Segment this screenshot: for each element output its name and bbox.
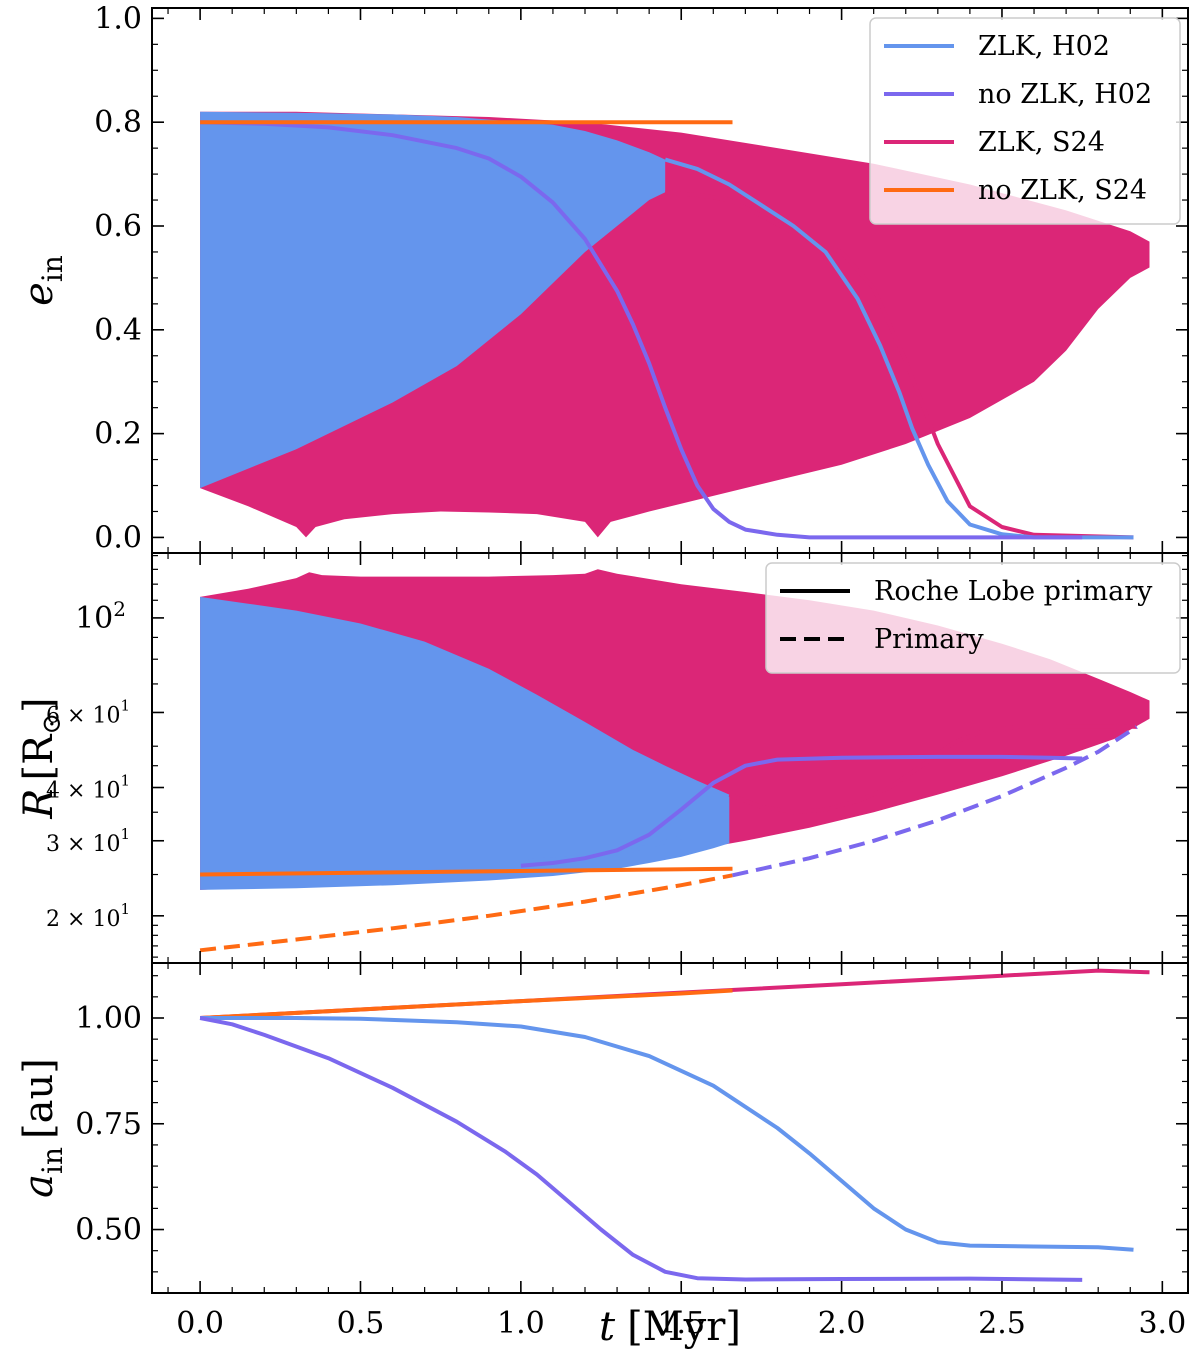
legend-box: [765, 562, 1181, 674]
y-tick-label: 102: [75, 597, 126, 636]
line-zlk-s24: [728, 724, 1137, 815]
line-no-zlk-s24: [199, 988, 733, 1020]
y-label-symbol: e: [16, 282, 62, 306]
legend-label-zlk-s24: ZLK, S24: [978, 127, 1105, 158]
y-label-unit: [au]: [16, 1058, 62, 1139]
eccentricity-legend: ZLK, H02 no ZLK, H02 ZLK, S24 no ZLK, S24: [869, 17, 1181, 225]
radius-legend: Roche Lobe primary Primary: [765, 562, 1181, 674]
y-tick-label: 0.4: [94, 313, 142, 348]
legend-label-no-zlk-h02: no ZLK, H02: [978, 79, 1152, 110]
y-tick-label: 0.0: [94, 520, 142, 555]
semimajor-axis-panel: 0.50 0.75 1.00 ain [au] 0.0 0.5 1.0 1.5 2.0 2.5 3.0: [16, 962, 1189, 1341]
semimajor-plot-area: [199, 968, 1150, 1282]
line-no-zlk-h02: [520, 754, 1083, 868]
eccentricity-panel: 0.0 0.2 0.4 0.6 0.8 1.0 ein ZLK, H02 no ZLK, H02…: [16, 1, 1189, 555]
legend-box: [869, 17, 1181, 225]
x-tick-label: 0.0: [176, 1306, 224, 1341]
y-label-symbol: a: [16, 1174, 62, 1198]
legend-label-no-zlk-s24: no ZLK, S24: [978, 175, 1147, 206]
x-label-symbol: t: [599, 1304, 616, 1350]
band-zlk-h02: [200, 596, 730, 890]
x-tick-label: 2.0: [818, 1306, 866, 1341]
y-tick-exponent: 1: [120, 900, 130, 918]
y-tick-label: 0.75: [75, 1107, 142, 1142]
line-zlk-h02: [664, 157, 1134, 540]
x-label-unit: [Myr]: [627, 1304, 741, 1350]
y-tick-label: 1.00: [75, 1001, 142, 1036]
y-tick-exponent: 1: [120, 696, 130, 714]
legend-label-zlk-h02: ZLK, H02: [978, 31, 1110, 62]
x-tick-label: 1.0: [497, 1306, 545, 1341]
y-tick-exponent: 1: [120, 772, 130, 790]
line-no-zlk-s24-dashed: [199, 873, 733, 953]
y-tick-label: 2 × 101: [46, 900, 130, 932]
x-tick-label: 1.5: [657, 1306, 705, 1341]
x-tick-label: 0.5: [337, 1306, 385, 1341]
y-tick-label: 1.0: [94, 1, 142, 36]
y-label-unit: [R: [16, 733, 62, 781]
y-label-close: ]: [16, 697, 62, 713]
y-tick-label: 0.2: [94, 417, 142, 452]
y-label-subscript: in: [36, 255, 69, 282]
line-zlk-s24: [665, 190, 1134, 540]
band-zlk-h02: [200, 111, 666, 489]
legend-label-roche-lobe-primary: Roche Lobe primary: [874, 576, 1153, 607]
eccentricity-y-label: ein: [16, 255, 69, 306]
semimajor-y-label: ain [au]: [16, 1058, 69, 1198]
x-tick-label: 3.0: [1138, 1306, 1186, 1341]
legend-label-primary: Primary: [874, 624, 984, 655]
y-label-sun-symbol: ⊙: [37, 713, 67, 735]
y-tick-label: 3 × 101: [46, 825, 130, 857]
y-tick-label: 0.6: [94, 209, 142, 244]
x-axis-label-text: t [Myr]: [599, 1304, 741, 1350]
line-zlk-h02: [200, 1016, 1134, 1252]
y-tick-label: 0.8: [94, 105, 142, 140]
x-tick-label: 2.5: [978, 1306, 1026, 1341]
line-zlk-h02: [520, 835, 682, 864]
line-no-zlk-s24: [200, 866, 733, 877]
y-tick-exponent: 1: [120, 825, 130, 843]
radius-y-label: R [R⊙]: [16, 697, 67, 819]
x-axis-label: t [Myr]: [599, 1304, 741, 1350]
y-label-subscript: in: [36, 1147, 69, 1174]
y-label-symbol: R: [16, 789, 62, 820]
line-no-zlk-h02: [200, 120, 1083, 540]
line-no-zlk-h02: [199, 1016, 1083, 1282]
y-tick-label: 0.50: [75, 1213, 142, 1248]
semimajor-frame: [151, 962, 1189, 1294]
y-tick-exponent: 2: [113, 597, 126, 621]
line-no-zlk-h02-dashed: [732, 725, 1138, 878]
